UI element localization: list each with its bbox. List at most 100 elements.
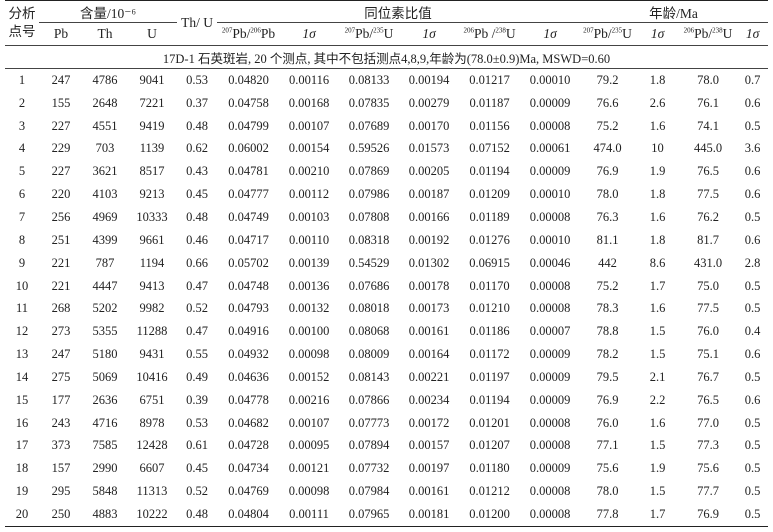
table-cell: 78.2 (596, 347, 619, 362)
table-cell: 247 (51, 347, 71, 362)
table-cell: 0.01201 (469, 415, 510, 430)
zircon-data-table: 分析 点号 含量/10⁻⁶ Th/ U 同位素比值 年龄/Ma Pb Th U … (5, 0, 769, 527)
table-cell: 0.47 (186, 278, 208, 293)
table-cell: 0.62 (186, 141, 208, 156)
table-cell: 0.07965 (338, 503, 401, 527)
table-cell: 787 (95, 255, 115, 270)
table-cell: 0.00139 (288, 255, 330, 270)
table-cell: 1.6 (649, 209, 666, 224)
table-row: 15 177 2636 6751 0.39 0.04778 0.00216 0.07866 0.… (5, 389, 768, 412)
table-cell: 78.3 (596, 301, 619, 316)
table-row: 7 256 4969 10333 0.48 0.04749 0.00103 0.07808 0.… (5, 206, 768, 229)
table-cell: 0.00157 (408, 438, 450, 453)
table-cell: 77.8 (579, 503, 637, 527)
table-body: 1 247 4786 9041 0.53 0.04820 0.00116 0.08133 0.0… (5, 69, 769, 527)
table-row: 3 227 4551 9419 0.48 0.04799 0.00107 0.07689 0.0… (5, 115, 768, 138)
table-row: 16 243 4716 8978 0.53 0.04682 0.00107 0.07773 0.… (5, 412, 768, 435)
table-cell: 75.2 (596, 118, 619, 133)
table-cell: 0.04748 (228, 278, 269, 293)
table-cell: 155 (51, 95, 71, 110)
table-cell: 0.66 (186, 255, 208, 270)
table-cell: 75.1 (697, 347, 719, 362)
table-cell: 0.4 (744, 324, 761, 339)
table-cell: 0.04932 (228, 347, 269, 362)
table-cell: 81.1 (596, 232, 619, 247)
table-cell: 0.53 (186, 415, 208, 430)
table-cell: 0.00008 (529, 415, 571, 430)
table-cell: 0.00164 (408, 347, 450, 362)
table-cell: 3 (18, 118, 26, 133)
table-cell: 76.1 (697, 95, 719, 110)
table-cell: 0.08133 (348, 72, 390, 87)
sigma-header-3: 1σ (521, 22, 580, 46)
table-cell: 0.5 (744, 209, 761, 224)
table-cell: 10333 (136, 209, 168, 224)
table-cell: 2636 (92, 392, 118, 407)
table-cell: 81.7 (697, 232, 719, 247)
table-cell: 0.00166 (408, 209, 450, 224)
table-cell: 79.2 (596, 72, 619, 87)
table-cell: 76.7 (697, 369, 719, 384)
th-header: Th (83, 22, 127, 46)
table-cell: 13 (15, 347, 29, 362)
table-cell: 0.00010 (529, 232, 571, 247)
table-cell: 0.04781 (228, 164, 269, 179)
table-cell: 0.00216 (288, 392, 330, 407)
table-cell: 1.7 (636, 503, 680, 527)
table-cell: 227 (51, 118, 71, 133)
table-cell: 0.7 (744, 72, 761, 87)
table-cell: 0.5 (737, 503, 769, 527)
table-cell: 251 (51, 232, 71, 247)
table-cell: 177 (51, 392, 71, 407)
table-cell: 1194 (139, 255, 165, 270)
table-cell: 0.5 (744, 438, 761, 453)
sigma-header-4: 1σ (636, 22, 680, 46)
table-cell: 1.9 (649, 164, 666, 179)
table-cell: 4786 (92, 72, 118, 87)
table-cell: 220 (51, 187, 71, 202)
table-cell: 0.6 (744, 187, 761, 202)
table-cell: 8 (18, 232, 26, 247)
table-cell: 0.07835 (348, 95, 390, 110)
table-cell: 77.3 (697, 438, 719, 453)
table-cell: 250 (39, 503, 83, 527)
table-cell: 0.00009 (529, 392, 571, 407)
table-cell: 18 (15, 461, 29, 476)
table-cell: 6 (18, 187, 26, 202)
table-cell: 78.8 (596, 324, 619, 339)
table-row: 8 251 4399 9661 0.46 0.04717 0.00110 0.08318 0.0… (5, 229, 768, 252)
table-cell: 0.52 (186, 484, 208, 499)
table-cell: 221 (51, 255, 71, 270)
table-row: 10 221 4447 9413 0.47 0.04748 0.00136 0.07686 0.… (5, 275, 768, 298)
table-cell: 0.00008 (529, 484, 571, 499)
table-cell: 0.01276 (469, 232, 510, 247)
table-row: 2 155 2648 7221 0.37 0.04758 0.00168 0.07835 0.0… (5, 92, 768, 115)
age-207-235-header: 207Pb/235U (579, 22, 637, 46)
table-cell: 0.45 (186, 461, 208, 476)
table-cell: 0.00107 (288, 118, 330, 133)
table-cell: 76.5 (697, 392, 719, 407)
table-cell: 8517 (139, 164, 165, 179)
sample-no-header: 分析 点号 (5, 0, 39, 46)
table-cell: 0.43 (186, 164, 208, 179)
table-cell: 5202 (92, 301, 118, 316)
table-cell: 0.00009 (529, 164, 571, 179)
table-cell: 9431 (139, 347, 165, 362)
table-cell: 474.0 (593, 141, 622, 156)
table-cell: 0.00161 (408, 484, 450, 499)
pb-header: Pb (39, 22, 83, 46)
table-cell: 78.0 (596, 187, 619, 202)
table-cell: 9982 (139, 301, 165, 316)
table-cell: 74.1 (697, 118, 719, 133)
table-cell: 0.59526 (348, 141, 390, 156)
u-header: U (127, 22, 178, 46)
table-cell: 75.6 (596, 461, 619, 476)
table-cell: 243 (51, 415, 71, 430)
table-cell: 0.00008 (529, 118, 571, 133)
table-cell: 0.00112 (288, 187, 330, 202)
note-section: 17D-1 石英斑岩, 20 个测点, 其中不包括测点4,8,9,年龄为(78.… (5, 45, 769, 69)
table-cell: 1.7 (649, 278, 666, 293)
table-cell: 0.01209 (469, 187, 510, 202)
table-cell: 0.00008 (529, 301, 571, 316)
